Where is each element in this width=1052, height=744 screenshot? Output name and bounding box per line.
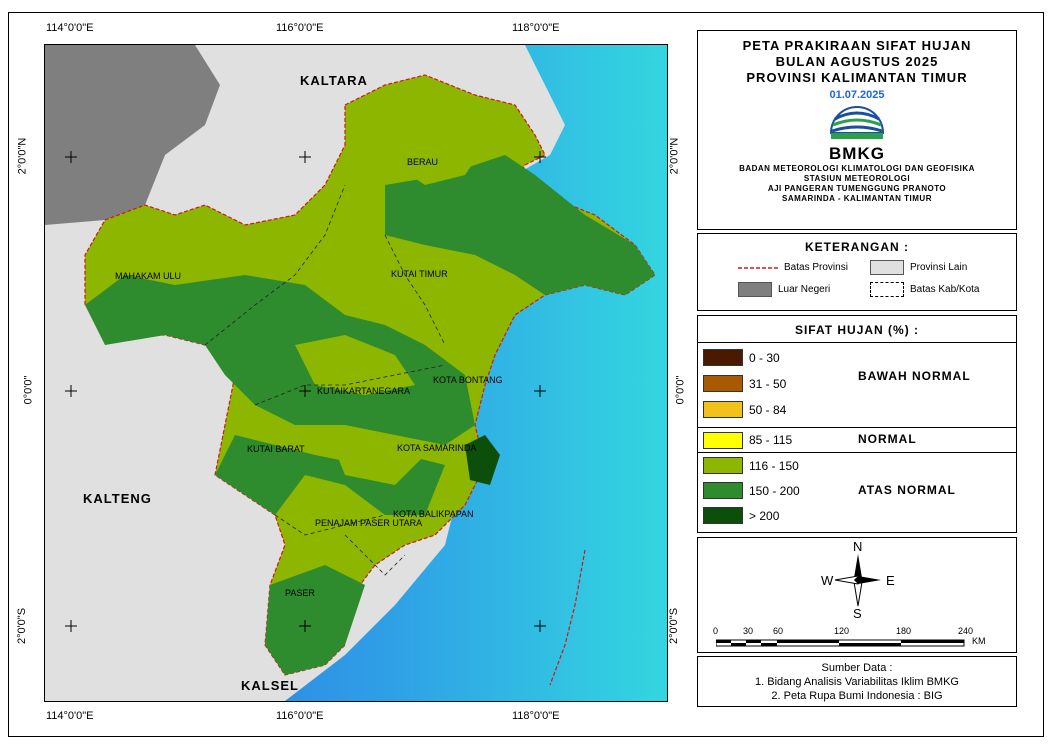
zone-116-150-a [295, 335, 415, 395]
legend-batas-provinsi: Batas Provinsi [738, 262, 848, 273]
label-kutai-kartanegara: KUTAIKARTANEGARA [317, 386, 411, 396]
sifat-classes: 0 - 30 31 - 50 50 - 84 85 - 115 116 - 15… [698, 342, 1016, 531]
compass-rose: N S W E [821, 539, 895, 621]
map-canvas [45, 45, 667, 701]
map-title-line2: BULAN AGUSTUS 2025 [775, 54, 939, 69]
class-swatch-6 [703, 507, 743, 524]
label-penajam-paser-utara: PENAJAM PASER UTARA [315, 518, 423, 528]
class-swatch-2 [703, 401, 743, 418]
class-swatch-0 [703, 349, 743, 366]
zone-150-200-south [265, 565, 365, 675]
other-province-swatch [870, 260, 904, 275]
bmkg-logo: BMKG [698, 103, 1016, 164]
coord-right-mid: 0°0'0" [674, 375, 687, 405]
class-row-0: 0 - 30 [698, 347, 1016, 368]
coord-bottom-right: 118°0'0"E [512, 710, 560, 722]
source-line1: 1. Bidang Analisis Variabilitas Iklim BM… [755, 676, 959, 688]
map-frame [8, 12, 1044, 737]
compass-e: E [886, 573, 895, 588]
legend-batas-kab: Batas Kab/Kota [870, 282, 980, 297]
compass-s: S [853, 606, 862, 621]
label-kutai-barat: KUTAI BARAT [247, 444, 305, 454]
cat-normal: NORMAL [858, 432, 917, 446]
label-kota-samarinda: KOTA SAMARINDA [397, 443, 477, 453]
compass-n: N [853, 539, 863, 554]
coord-left-bottom: 2°0'0"S [16, 607, 29, 645]
boundary-line-4 [384, 234, 446, 346]
label-berau: BERAU [407, 157, 439, 167]
mahakam-delta [465, 435, 500, 485]
source-panel: Sumber Data : 1. Bidang Analisis Variabi… [697, 656, 1017, 707]
class-row-4: 116 - 150 [698, 455, 1016, 476]
coord-top-mid: 116°0'0"E [276, 22, 324, 34]
boundary-line-3 [274, 514, 386, 536]
coord-right-top: 2°0'0"N [668, 137, 681, 175]
zone-116-150-c [395, 125, 485, 185]
zone-150-200-west [85, 275, 475, 445]
coord-right-bottom: 2°0'0"S [668, 607, 681, 645]
grid-crosses [65, 151, 546, 632]
org-line1: BADAN METEOROLOGI KLIMATOLOGI DAN GEOFIS… [739, 164, 975, 173]
zone-116-150-d [445, 285, 515, 335]
label-kalsel: KALSEL [241, 678, 299, 693]
sifat-hujan-panel: SIFAT HUJAN (%) : 0 - 30 31 - 50 50 - 84… [697, 315, 1017, 533]
class-swatch-1 [703, 375, 743, 392]
label-kota-bontang: KOTA BONTANG [433, 375, 503, 385]
class-swatch-3 [703, 431, 743, 449]
coord-left-top: 2°0'0"N [16, 137, 29, 175]
cat-bawah-normal: BAWAH NORMAL [858, 369, 971, 383]
source-heading: Sumber Data : [821, 662, 893, 674]
class-row-2: 50 - 84 [698, 399, 1016, 420]
coord-top-left: 114°0'0"E [46, 22, 94, 34]
zone-150-200-central [215, 435, 445, 515]
label-kota-balikpapan: KOTA BALIKPAPAN [393, 509, 474, 519]
sea-border-line [549, 549, 586, 686]
legend-provinsi-lain: Provinsi Lain [870, 260, 967, 275]
boundary-line-2 [254, 364, 446, 406]
rainfall-map[interactable]: KALTARA KALTENG KALSEL BERAU MAHAKAM ULU… [44, 44, 668, 702]
bmkg-logo-text: BMKG [829, 144, 885, 163]
compass-w: W [821, 573, 834, 588]
compass-scale-panel: N S W E 0 30 60 120 180 240 KM [697, 537, 1017, 653]
label-mahakam-ulu: MAHAKAM ULU [115, 271, 182, 281]
map-title-line1: PETA PRAKIRAAN SIFAT HUJAN [742, 38, 972, 53]
coord-bottom-mid: 116°0'0"E [276, 710, 324, 722]
coord-top-right: 118°0'0"E [512, 22, 560, 34]
label-paser: PASER [285, 588, 315, 598]
org-line3: AJI PANGERAN TUMENGGUNG PRANOTO [767, 184, 947, 193]
boundary-line-5 [344, 534, 406, 576]
keterangan-heading: KETERANGAN : [805, 240, 909, 254]
class-swatch-5 [703, 482, 743, 499]
class-row-6: > 200 [698, 505, 1016, 526]
province-border-icon [738, 266, 778, 269]
class-swatch-4 [703, 457, 743, 474]
legend-luar-negeri: Luar Negeri [738, 282, 830, 297]
coord-bottom-left: 114°0'0"E [46, 710, 94, 722]
map-title-line3: PROVINSI KALIMANTAN TIMUR [746, 70, 968, 85]
scale-bar-graphic [716, 639, 965, 647]
boundary-line-1 [204, 184, 346, 346]
class-row-5: 150 - 200 [698, 480, 1016, 501]
coord-left-mid: 0°0'0" [22, 375, 35, 405]
compass-icon [834, 554, 881, 607]
sifat-heading: SIFAT HUJAN (%) : [794, 323, 920, 337]
foreign-swatch [738, 282, 772, 297]
label-kutai-timur: KUTAI TIMUR [391, 269, 448, 279]
title-panel: PETA PRAKIRAAN SIFAT HUJAN BULAN AGUSTUS… [697, 30, 1017, 230]
foreign-country [45, 45, 220, 225]
org-line4: SAMARINDA - KALIMANTAN TIMUR [782, 194, 932, 203]
org-line2: STASIUN METEOROLOGI [803, 174, 911, 183]
keterangan-panel: KETERANGAN : Batas Provinsi Provinsi Lai… [697, 233, 1017, 311]
zone-116-150-b [325, 425, 425, 485]
class-row-1: 31 - 50 [698, 373, 1016, 394]
source-line2: 2. Peta Rupa Bumi Indonesia : BIG [771, 690, 943, 702]
label-kalteng: KALTENG [83, 491, 152, 506]
bmkg-logo-icon [829, 106, 885, 139]
kab-border-swatch [870, 282, 904, 297]
map-date: 01.07.2025 [829, 89, 885, 101]
cat-atas-normal: ATAS NORMAL [858, 483, 956, 497]
label-kaltara: KALTARA [300, 73, 368, 88]
zone-150-200-north [385, 155, 655, 295]
class-row-3: 85 - 115 [698, 427, 1016, 453]
